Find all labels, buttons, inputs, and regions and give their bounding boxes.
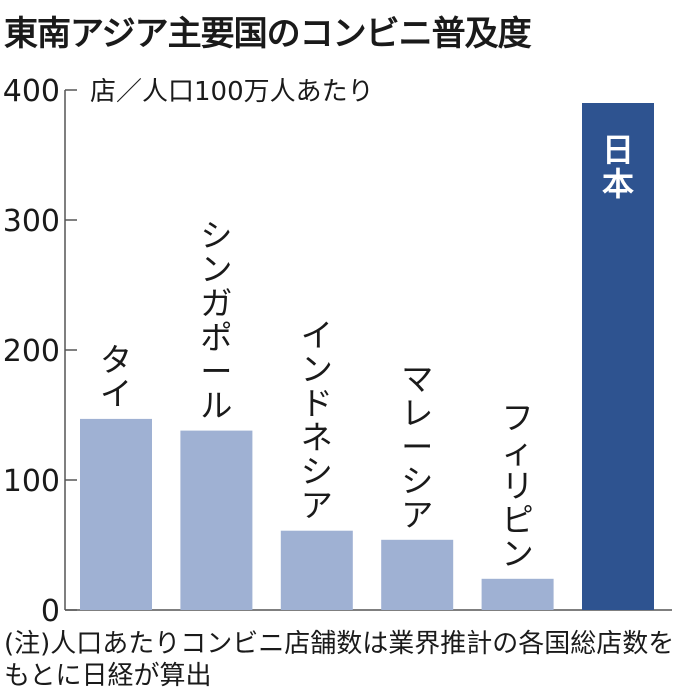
bar-chart: 0 100 200 300 400 店／人口100万人あたり タイ シンガポール インドネシア… [3,74,672,625]
note-line-2: もとに日経が算出 [4,661,212,691]
category-label-6: 日本 [602,131,634,203]
y-tick-label: 300 [3,204,60,239]
category-label-1: タイ [100,341,132,413]
category-labels: タイ シンガポール インドネシア マレーシア フィリピン 日本 [100,131,634,573]
bar-5 [481,578,554,610]
chart-title: 東南アジア主要国のコンビニ普及度 [4,14,532,54]
category-label-4: マレーシア [401,360,433,534]
bar-2 [180,430,253,610]
y-tick-label: 200 [3,334,60,369]
category-label-5: フィリピン [502,399,534,573]
category-label-3: インドネシア [301,317,333,525]
bar-3 [280,530,353,610]
bars [80,103,654,610]
y-axis: 0 100 200 300 400 店／人口100万人あたり [3,74,672,625]
category-label-2: シンガポール [200,217,232,425]
bar-4 [381,539,454,610]
y-tick-label: 0 [41,594,60,625]
y-axis-unit-label: 店／人口100万人あたり [90,77,374,107]
bar-1 [80,418,152,610]
note-line-1: (注)人口あたりコンビニ店舗数は業界推計の各国総店数を [4,629,675,659]
chart-note: (注)人口あたりコンビニ店舗数は業界推計の各国総店数を もとに日経が算出 [4,628,694,692]
y-tick-label: 400 [3,74,60,109]
y-tick-label: 100 [3,464,60,499]
bar-6 [582,103,654,610]
